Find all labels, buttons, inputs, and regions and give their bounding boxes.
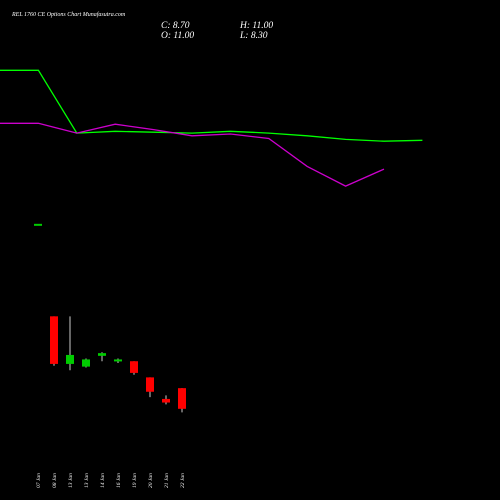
x-tick-label: 14 Jan xyxy=(99,473,106,488)
x-tick-label: 20 Jan xyxy=(148,473,154,488)
x-axis-labels: 07 Jan 08 Jan 13 Jan 13 Jan 14 Jan 16 Jan 19 J… xyxy=(36,473,186,488)
x-tick-label: 07 Jan xyxy=(36,473,42,488)
close-price-label: C: 8.70 xyxy=(161,21,190,31)
x-tick-label: 08 Jan xyxy=(52,473,58,488)
x-tick-label: 13 Jan xyxy=(84,473,90,488)
x-tick-label: 13 Jan xyxy=(68,473,74,488)
candle-body xyxy=(50,316,58,364)
moving-average-line-purple xyxy=(0,122,385,187)
x-tick-label: 16 Jan xyxy=(116,473,122,488)
moving-average-line-green xyxy=(0,69,423,142)
moving-average-layer xyxy=(0,69,423,187)
low-price-label: L: 8.30 xyxy=(239,31,268,41)
open-price-label: O: 11.00 xyxy=(161,31,194,41)
high-price-label: H: 11.00 xyxy=(239,21,273,31)
candle-body xyxy=(98,353,106,356)
candle-body xyxy=(82,359,90,367)
candle-body xyxy=(178,388,186,409)
x-tick-label: 21 Jan xyxy=(164,473,170,488)
candle-body xyxy=(114,359,122,362)
candle-body xyxy=(162,398,170,403)
candles-layer xyxy=(34,223,186,413)
x-tick-label: 19 Jan xyxy=(132,473,138,488)
candle-body xyxy=(34,223,42,226)
candle-body xyxy=(146,377,154,392)
x-tick-label: 22 Jan xyxy=(180,473,186,488)
candle-body xyxy=(66,354,74,364)
chart-title: REL 1760 CE Options Chart Munafasutra.co… xyxy=(11,11,126,18)
candle-body xyxy=(130,361,138,373)
